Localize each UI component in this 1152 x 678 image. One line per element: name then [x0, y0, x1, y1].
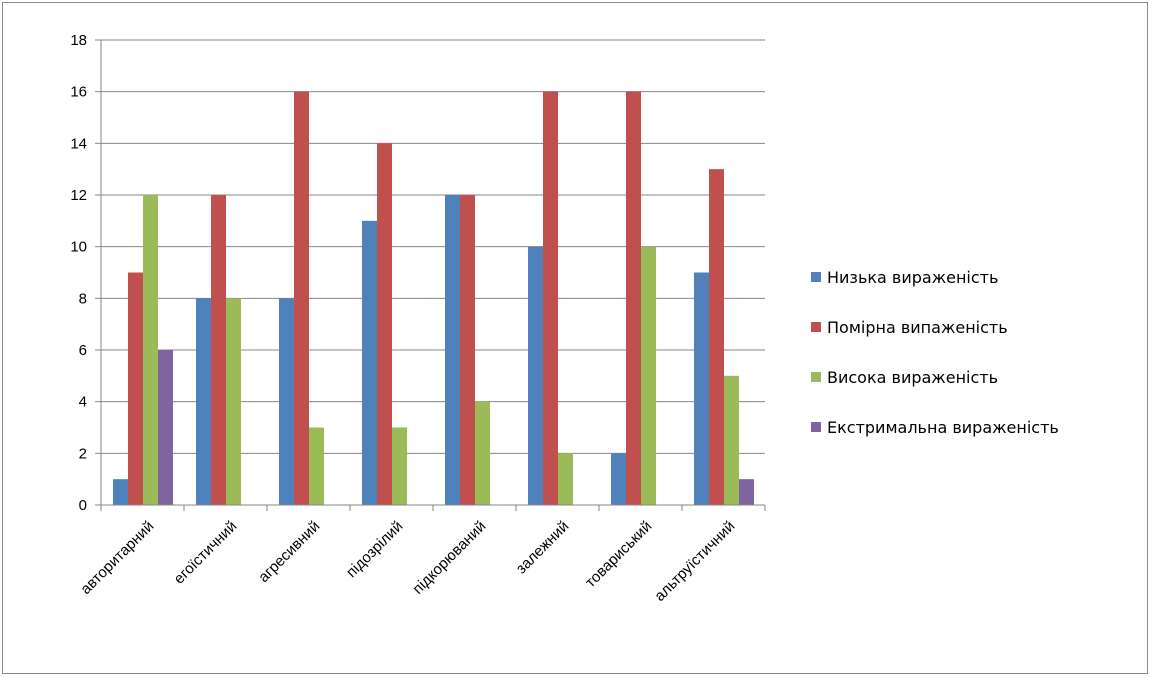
x-tick-label: авторитарний	[77, 518, 157, 598]
bar	[709, 169, 724, 505]
bar	[158, 350, 173, 505]
bar	[611, 453, 626, 505]
legend-swatch	[811, 272, 821, 282]
x-axis-ticks: авторитарний егоїстичний агресивний підозрі…	[77, 505, 766, 605]
bar	[196, 298, 211, 505]
legend-swatch	[811, 422, 821, 432]
bar	[226, 298, 241, 505]
x-tick-label: альтруїстичний	[651, 518, 738, 605]
y-tick-label: 12	[70, 187, 87, 204]
bar	[279, 298, 294, 505]
y-tick-label: 10	[70, 239, 87, 256]
bar	[294, 91, 309, 506]
legend-label: Помірна випаженість	[827, 318, 1008, 337]
x-tick-label: залежний	[513, 518, 573, 578]
legend-label: Низька вираженість	[827, 268, 998, 287]
bar	[528, 246, 543, 505]
legend-label: Висока вираженість	[827, 368, 998, 387]
bar	[724, 375, 739, 505]
legend-label: Екстримальна вираженість	[827, 418, 1059, 437]
bar	[558, 453, 573, 505]
bar	[309, 427, 324, 505]
x-tick-label: товариський	[582, 518, 655, 591]
y-tick-label: 0	[79, 497, 87, 514]
bars	[113, 91, 754, 506]
y-tick-label: 2	[79, 445, 87, 462]
y-tick-label: 4	[79, 394, 87, 411]
legend-swatch	[811, 322, 821, 332]
bar	[128, 272, 143, 505]
x-tick-label: підкорюваний	[409, 518, 489, 598]
y-tick-label: 8	[79, 290, 87, 307]
bar	[445, 195, 460, 505]
legend: Низька вираженість Помірна випаженість Вис…	[811, 268, 1059, 437]
bar	[460, 195, 475, 505]
x-tick-label: егоїстичний	[171, 518, 241, 588]
x-tick-label: агресивний	[255, 518, 323, 586]
bar	[143, 195, 158, 505]
legend-swatch	[811, 372, 821, 382]
bar	[739, 479, 754, 505]
y-tick-label: 16	[70, 84, 87, 101]
bar	[377, 143, 392, 506]
bar	[392, 427, 407, 505]
y-tick-label: 6	[79, 342, 87, 359]
bar	[362, 220, 377, 506]
y-tick-label: 18	[70, 32, 87, 49]
bar	[641, 246, 656, 505]
bar	[543, 91, 558, 506]
bar	[694, 272, 709, 505]
bar	[113, 479, 128, 505]
bar	[626, 91, 641, 506]
bar	[211, 195, 226, 505]
x-tick-label: підозрілий	[343, 518, 406, 581]
y-tick-label: 14	[70, 135, 87, 152]
bar	[475, 401, 490, 505]
y-axis-ticks: 0 2 4 6 8 10 12 14 16 18	[70, 32, 101, 514]
